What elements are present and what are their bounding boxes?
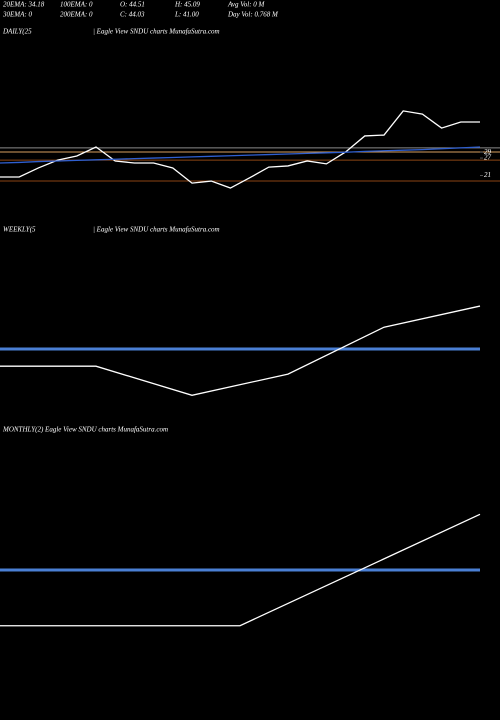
y-tick-label: 29 [484,148,492,156]
y-tick-label: 21 [484,171,491,179]
panel-title: DAILY(25 [2,28,32,36]
header-stat: Avg Vol: 0 M [227,1,266,9]
series-line [0,513,481,627]
header-stat: 200EMA: 0 [60,11,93,19]
header-stat: C: 44.03 [120,11,145,19]
header-stat: 100EMA: 0 [60,1,93,9]
series-line [0,305,481,396]
header-stat: Day Vol: 0.768 M [227,11,279,19]
header-stat: H: 45.09 [174,1,200,9]
header-stat: 30EMA: 0 [2,11,32,19]
y-tick-label: 27 [484,154,492,162]
header-stat: 20EMA: 34.18 [3,1,45,9]
panel-subtitle: | Eagle View SNDU charts MunafaSutra.com [93,28,220,36]
panel-title: WEEKLY(5 [3,226,36,234]
panel-subtitle: | Eagle View SNDU charts MunafaSutra.com [93,226,220,234]
header-stat: L: 41.00 [174,11,199,19]
header-stat: O: 44.51 [120,1,145,9]
series-line [0,110,480,189]
series-line [0,146,481,164]
panel-title: MONTHLY(2) Eagle View SNDU charts Munafa… [2,426,168,434]
